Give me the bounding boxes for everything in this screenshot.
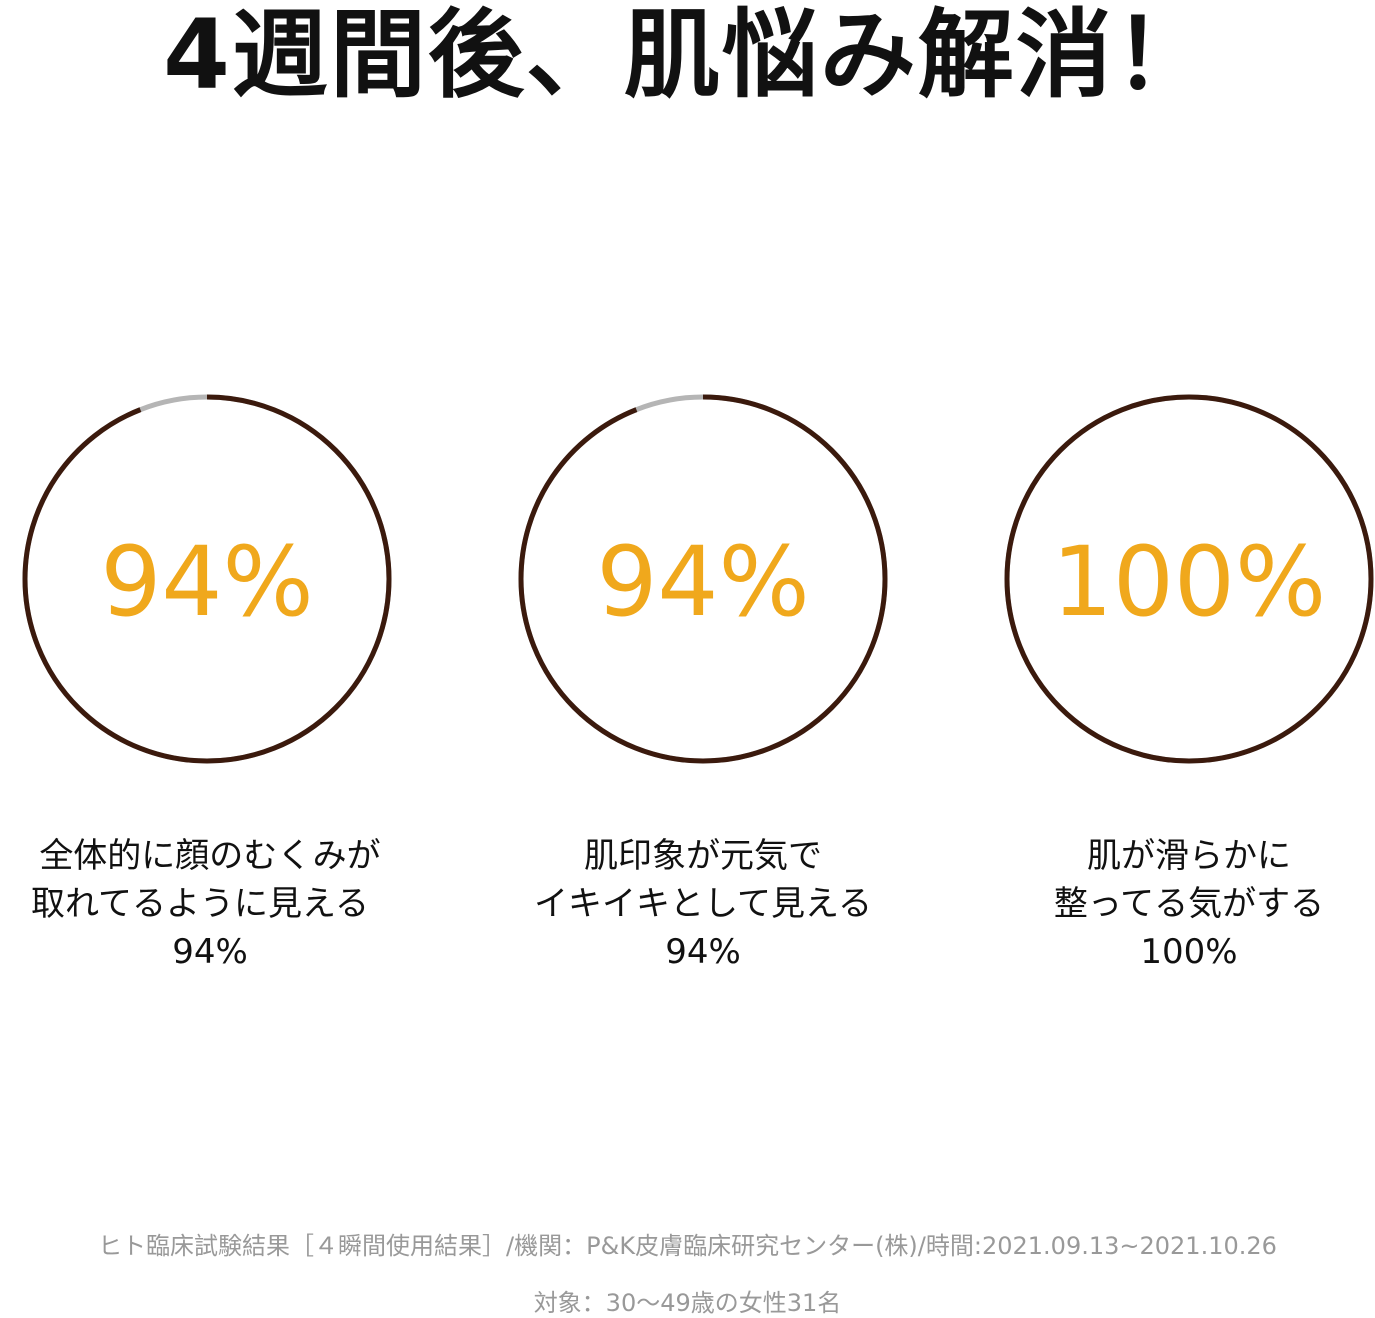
caption-line: 肌印象が元気で [584, 836, 822, 876]
ring-value-arc [22, 394, 392, 764]
footer-subjects: 対象：30〜49歳の女性31名 [533, 1289, 842, 1317]
ring-value-label: 94% [100, 526, 313, 638]
donut-charts: 94% 94% 100% [22, 394, 1374, 764]
caption-value: 100% [1140, 932, 1238, 972]
page-title: 4週間後、肌悩み解消！ [163, 0, 1212, 111]
ring-value-label: 94% [596, 526, 809, 638]
ring-value-arc [518, 394, 888, 764]
caption-2: 肌印象が元気で イキイキとして見える 94% [473, 832, 933, 976]
caption-value: 94% [172, 932, 248, 972]
ring-value-label: 100% [1052, 526, 1326, 638]
caption-1: 全体的に顔のむくみが 取れてるように見える 94% [0, 832, 440, 976]
caption-line: 整ってる気がする [1053, 884, 1325, 924]
caption-line: 肌が滑らかに [1087, 836, 1291, 876]
caption-value: 94% [665, 932, 741, 972]
footer-study-info: ヒト臨床試験結果［４瞬間使用結果］/機関：P&K皮膚臨床研究センター(株)/時間… [98, 1232, 1277, 1260]
caption-line: 全体的に顔のむくみが [39, 836, 381, 876]
ring-value-arc [1004, 394, 1374, 764]
caption-3: 肌が滑らかに 整ってる気がする 100% [959, 832, 1375, 976]
caption-line: 取れてるように見える [31, 884, 369, 924]
caption-line: イキイキとして見える [534, 884, 872, 924]
